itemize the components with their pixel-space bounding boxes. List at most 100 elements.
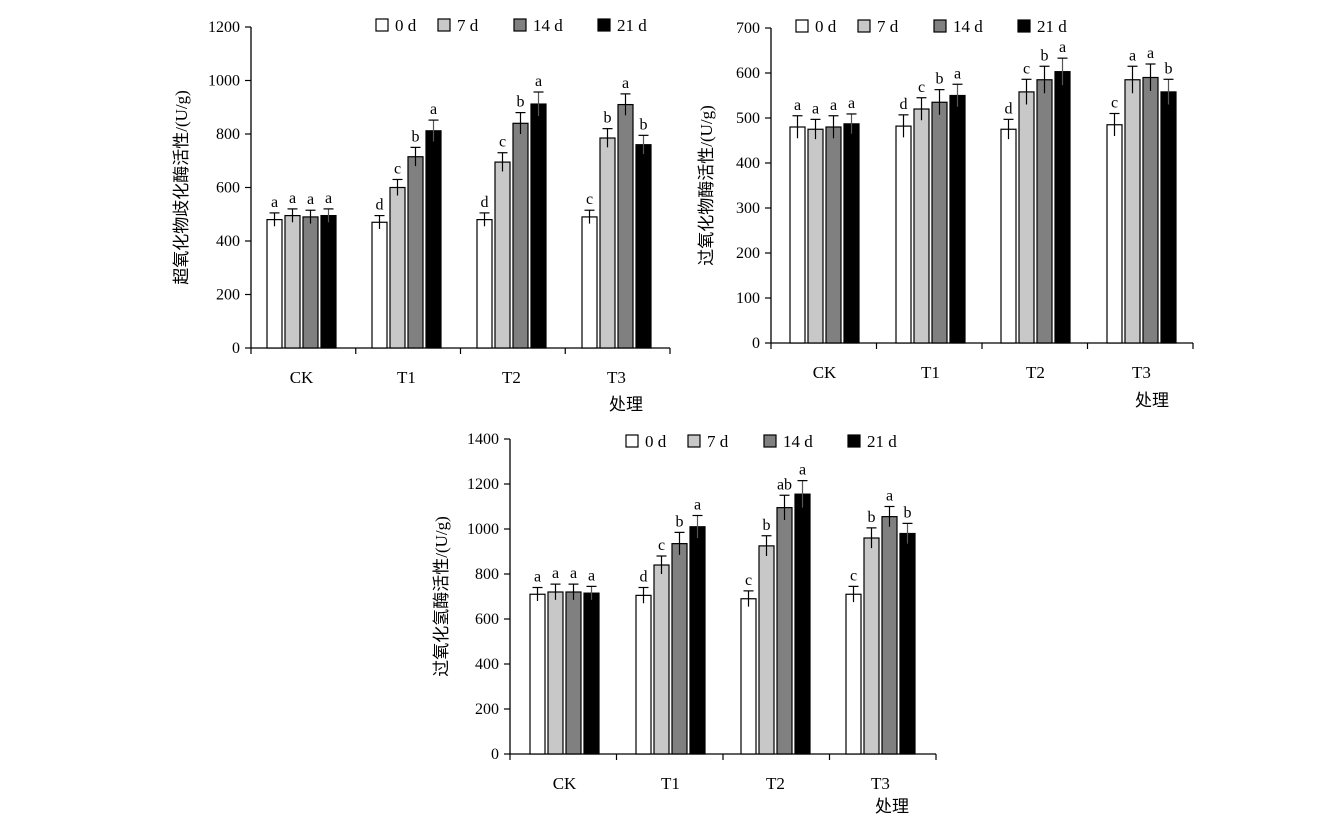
legend-label: 21 d — [867, 432, 897, 451]
significance-label: b — [676, 513, 684, 530]
significance-label: b — [412, 128, 420, 145]
legend-label: 21 d — [1037, 17, 1067, 36]
bar-7d-T2 — [758, 545, 775, 755]
x-tick-label: T1 — [921, 363, 940, 382]
bar-14d-T3 — [881, 516, 898, 755]
x-axis-title: 处理 — [609, 395, 643, 414]
x-axis-title: 处理 — [875, 797, 909, 816]
significance-label: a — [830, 97, 837, 114]
x-tick-label: T2 — [1026, 363, 1045, 382]
bar-21d-CK — [320, 214, 337, 349]
bar-7d-T3 — [863, 537, 880, 755]
legend-swatch — [1017, 19, 1031, 33]
y-tick-label: 1400 — [467, 431, 499, 448]
bar-0d-T2 — [1000, 128, 1017, 344]
significance-label: a — [570, 565, 577, 582]
bar-14d-T2 — [1036, 79, 1053, 344]
bar-21d-CK — [583, 592, 600, 755]
y-tick-label: 1000 — [208, 73, 240, 90]
legend-label: 7 d — [877, 17, 899, 36]
significance-label: b — [604, 110, 612, 127]
significance-label: a — [307, 191, 314, 208]
bar-7d-T3 — [1124, 79, 1141, 344]
y-tick-label: 1200 — [208, 19, 240, 36]
significance-label: a — [954, 65, 961, 82]
y-tick-label: 1200 — [467, 476, 499, 493]
y-tick-label: 800 — [475, 566, 499, 583]
x-tick-label: CK — [813, 363, 837, 382]
y-tick-label: 500 — [736, 110, 760, 127]
legend-swatch — [933, 19, 947, 33]
significance-label: b — [1165, 60, 1173, 77]
legend-swatch — [687, 434, 701, 448]
significance-label: a — [1059, 39, 1066, 56]
significance-label: c — [850, 567, 857, 584]
legend-swatch — [847, 434, 861, 448]
bar-0d-CK — [789, 126, 806, 344]
y-tick-label: 200 — [736, 245, 760, 262]
bar-14d-CK — [825, 126, 842, 344]
significance-label: b — [904, 504, 912, 521]
legend-swatch — [437, 18, 451, 32]
bar-14d-T2 — [512, 122, 529, 349]
significance-label: a — [271, 194, 278, 211]
bar-7d-T3 — [599, 137, 616, 349]
significance-label: a — [534, 569, 541, 586]
bar-14d-CK — [565, 591, 582, 755]
bar-14d-T2 — [776, 507, 793, 755]
legend-label: 7 d — [457, 16, 479, 35]
x-tick-label: T2 — [502, 368, 521, 387]
x-tick-label: T3 — [871, 774, 890, 793]
significance-label: a — [535, 73, 542, 90]
legend-swatch — [597, 18, 611, 32]
y-tick-label: 400 — [216, 233, 240, 250]
significance-label: a — [812, 100, 819, 117]
significance-label: d — [640, 569, 648, 586]
bar-21d-T2 — [794, 493, 811, 755]
significance-label: ab — [777, 476, 792, 493]
bar-0d-T3 — [581, 216, 598, 349]
bar-0d-CK — [266, 219, 283, 349]
significance-label: b — [763, 517, 771, 534]
legend-swatch — [375, 18, 389, 32]
y-tick-label: 0 — [232, 340, 240, 357]
legend-swatch — [857, 19, 871, 33]
significance-label: b — [517, 94, 525, 111]
x-tick-label: T3 — [1132, 363, 1151, 382]
significance-label: a — [886, 488, 893, 505]
x-tick-label: CK — [553, 774, 577, 793]
x-tick-label: T2 — [766, 774, 785, 793]
significance-label: d — [1005, 100, 1013, 117]
significance-label: b — [868, 509, 876, 526]
bar-14d-T1 — [671, 543, 688, 755]
legend-label: 14 d — [533, 16, 563, 35]
legend-swatch — [795, 19, 809, 33]
significance-label: a — [694, 497, 701, 514]
bar-21d-T2 — [1054, 71, 1071, 344]
y-axis-title: 过氧化物酶活性/(U/g) — [697, 105, 716, 266]
y-tick-label: 300 — [736, 200, 760, 217]
significance-label: c — [1111, 95, 1118, 112]
y-tick-label: 600 — [475, 611, 499, 628]
bar-7d-T2 — [1018, 91, 1035, 344]
y-tick-label: 800 — [216, 126, 240, 143]
legend-swatch — [763, 434, 777, 448]
significance-label: c — [1023, 60, 1030, 77]
y-tick-label: 1000 — [467, 521, 499, 538]
legend-label: 14 d — [783, 432, 813, 451]
bar-14d-T1 — [931, 101, 948, 344]
y-tick-label: 400 — [736, 155, 760, 172]
legend-label: 0 d — [395, 16, 417, 35]
significance-label: c — [394, 160, 401, 177]
significance-label: a — [325, 190, 332, 207]
bar-7d-CK — [284, 214, 301, 349]
bar-0d-T1 — [635, 594, 652, 755]
legend-label: 14 d — [953, 17, 983, 36]
y-tick-label: 600 — [736, 65, 760, 82]
bar-0d-T3 — [1106, 124, 1123, 344]
bar-0d-T2 — [740, 598, 757, 755]
significance-label: b — [640, 116, 648, 133]
significance-label: a — [1129, 47, 1136, 64]
